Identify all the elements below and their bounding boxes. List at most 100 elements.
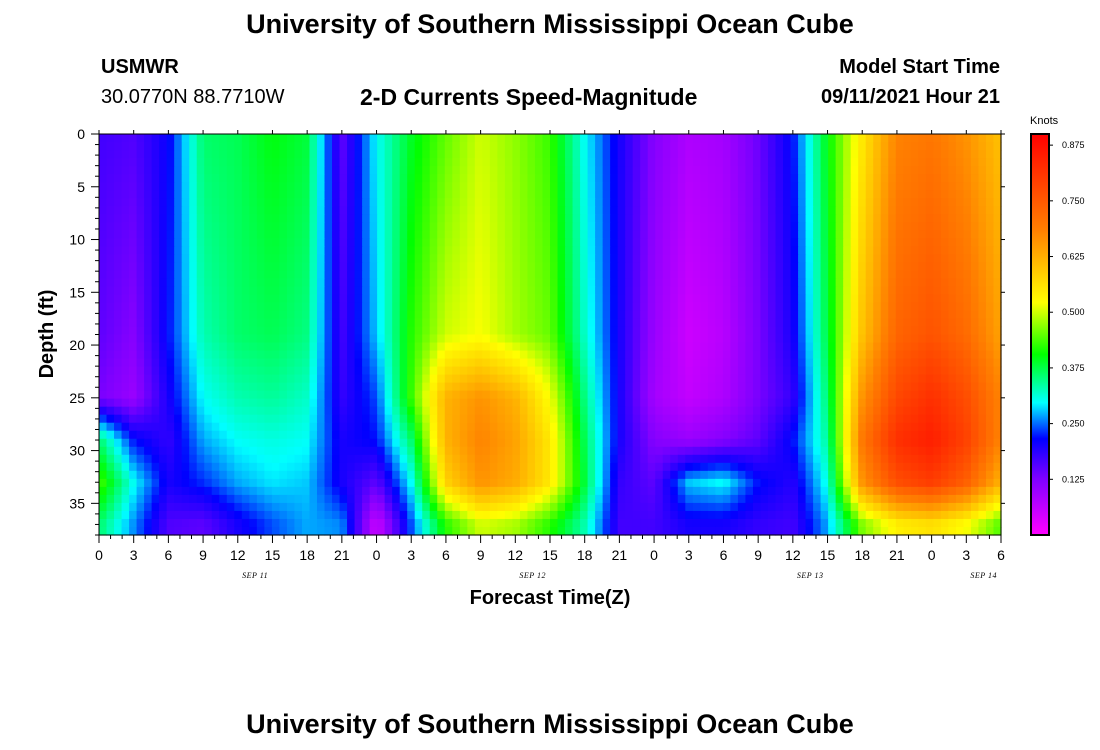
heatmap-cell — [467, 454, 476, 464]
heatmap-cell — [166, 230, 175, 239]
heatmap-cell — [489, 310, 498, 320]
heatmap-cell — [707, 302, 716, 312]
heatmap-cell — [339, 334, 348, 344]
heatmap-cell — [399, 190, 408, 199]
heatmap-cell — [888, 158, 897, 167]
heatmap-cell — [392, 366, 401, 376]
heatmap-cell — [783, 390, 792, 400]
heatmap-cell — [301, 206, 311, 215]
heatmap-cell — [467, 430, 476, 440]
heatmap-cell — [204, 190, 213, 199]
heatmap-cell — [813, 270, 822, 279]
heatmap-cell — [685, 214, 694, 223]
heatmap-cell — [835, 366, 844, 376]
heatmap-cell — [384, 254, 393, 263]
heatmap-cell — [843, 342, 852, 352]
heatmap-cell — [993, 174, 1002, 183]
heatmap-cell — [835, 302, 844, 312]
heatmap-cell — [918, 422, 927, 432]
heatmap-cell — [925, 222, 934, 231]
heatmap-cell — [362, 230, 371, 239]
heatmap-cell — [279, 254, 288, 263]
heatmap-cell — [309, 454, 318, 464]
heatmap-cell — [737, 238, 747, 247]
heatmap-cell — [459, 214, 468, 223]
heatmap-cell — [226, 326, 235, 336]
heatmap-cell — [798, 358, 807, 368]
heatmap-cell — [790, 158, 799, 167]
heatmap-cell — [647, 414, 656, 424]
heatmap-cell — [121, 438, 130, 448]
heatmap-cell — [775, 350, 784, 360]
heatmap-cell — [437, 422, 446, 432]
heatmap-cell — [166, 206, 175, 215]
heatmap-cell — [572, 222, 581, 231]
heatmap-cell — [557, 342, 566, 352]
heatmap-cell — [512, 334, 521, 344]
heatmap-cell — [422, 334, 431, 344]
heatmap-cell — [437, 438, 446, 448]
heatmap-cell — [174, 446, 183, 456]
heatmap-cell — [730, 430, 739, 440]
heatmap-cell — [519, 294, 529, 304]
heatmap-cell — [640, 446, 649, 456]
heatmap-cell — [309, 374, 318, 384]
heatmap-cell — [880, 230, 889, 239]
heatmap-cell — [309, 182, 318, 191]
heatmap-cell — [181, 310, 190, 320]
heatmap-cell — [129, 358, 138, 368]
heatmap-cell — [918, 374, 927, 384]
heatmap-cell — [670, 398, 679, 408]
heatmap-cell — [429, 310, 438, 320]
heatmap-cell — [662, 390, 671, 400]
heatmap-cell — [813, 398, 822, 408]
heatmap-cell — [467, 174, 476, 183]
heatmap-cell — [144, 278, 153, 287]
heatmap-cell — [903, 438, 912, 448]
heatmap-cell — [489, 238, 498, 247]
heatmap-cell — [610, 246, 619, 255]
heatmap-cell — [895, 182, 904, 191]
heatmap-cell — [504, 302, 514, 312]
heatmap-cell — [828, 166, 837, 175]
heatmap-cell — [557, 326, 566, 336]
heatmap-cell — [504, 318, 514, 328]
heatmap-cell — [895, 406, 904, 416]
heatmap-cell — [301, 374, 311, 384]
heatmap-cell — [489, 366, 498, 376]
heatmap-cell — [700, 382, 709, 392]
heatmap-cell — [963, 374, 972, 384]
heatmap-cell — [790, 294, 799, 304]
heatmap-cell — [715, 318, 724, 328]
heatmap-cell — [347, 390, 356, 400]
heatmap-cell — [572, 150, 581, 159]
heatmap-cell — [347, 198, 356, 207]
heatmap-cell — [316, 438, 326, 448]
heatmap-cell — [963, 358, 972, 368]
heatmap-cell — [700, 358, 709, 368]
heatmap-cell — [737, 230, 747, 239]
heatmap-cell — [354, 446, 363, 456]
heatmap-cell — [392, 310, 401, 320]
heatmap-cell — [918, 134, 927, 143]
heatmap-cell — [835, 198, 844, 207]
heatmap-cell — [362, 342, 371, 352]
heatmap-cell — [444, 166, 453, 175]
heatmap-cell — [422, 158, 431, 167]
heatmap-cell — [527, 382, 536, 392]
heatmap-cell — [106, 174, 115, 183]
heatmap-cell — [129, 446, 138, 456]
heatmap-cell — [895, 318, 904, 328]
heatmap-cell — [482, 302, 491, 312]
heatmap-cell — [850, 350, 859, 360]
heatmap-cell — [369, 190, 378, 199]
heatmap-cell — [474, 334, 483, 344]
heatmap-cell — [234, 214, 243, 223]
heatmap-cell — [166, 182, 175, 191]
heatmap-cell — [813, 158, 822, 167]
heatmap-cell — [121, 230, 130, 239]
heatmap-cell — [422, 222, 431, 231]
heatmap-cell — [286, 246, 296, 255]
heatmap-cell — [655, 238, 664, 247]
heatmap-cell — [978, 294, 987, 304]
